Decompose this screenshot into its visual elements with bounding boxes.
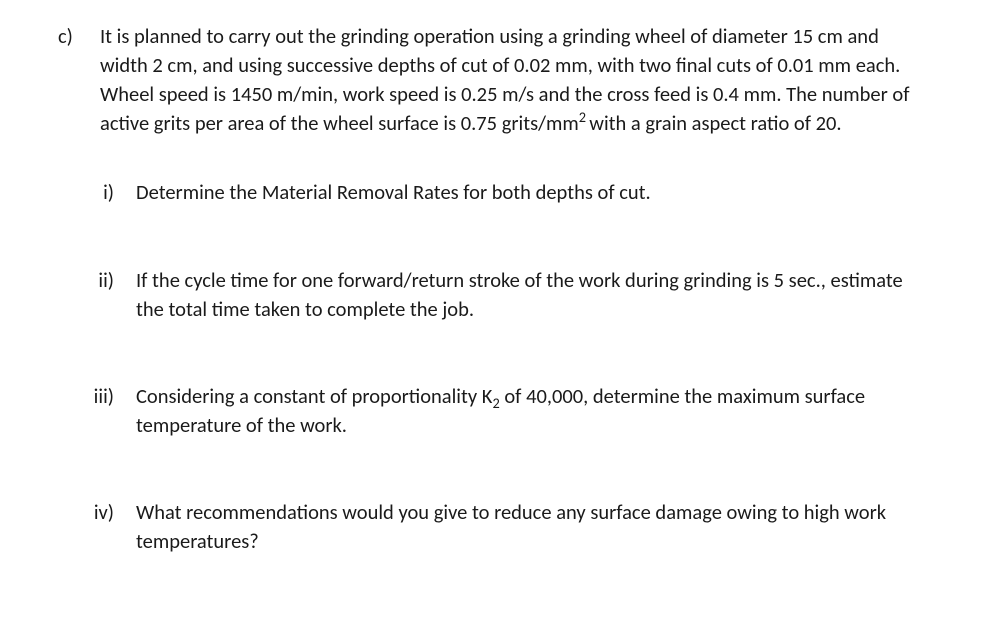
subpart-body: What recommendations would you give to r…	[136, 498, 921, 556]
subpart-iv: iv) What recommendations would you give …	[56, 498, 921, 556]
subpart-body: If the cycle time for one forward/return…	[136, 266, 921, 324]
subpart-label: i)	[56, 178, 136, 207]
subpart-label: iii)	[56, 382, 136, 411]
subparts: i) Determine the Material Removal Rates …	[56, 178, 921, 556]
subpart-ii: ii) If the cycle time for one forward/re…	[56, 266, 921, 324]
subpart-label: ii)	[56, 266, 136, 295]
page: c) It is planned to carry out the grindi…	[0, 0, 983, 578]
question-c: c) It is planned to carry out the grindi…	[56, 22, 921, 138]
subpart-iii: iii) Considering a constant of proportio…	[56, 382, 921, 440]
question-body: It is planned to carry out the grinding …	[100, 22, 921, 138]
subpart-body: Considering a constant of proportionalit…	[136, 382, 921, 440]
subpart-label: iv)	[56, 498, 136, 527]
question-label: c)	[56, 22, 100, 51]
subpart-body: Determine the Material Removal Rates for…	[136, 178, 921, 207]
subpart-i: i) Determine the Material Removal Rates …	[56, 178, 921, 207]
